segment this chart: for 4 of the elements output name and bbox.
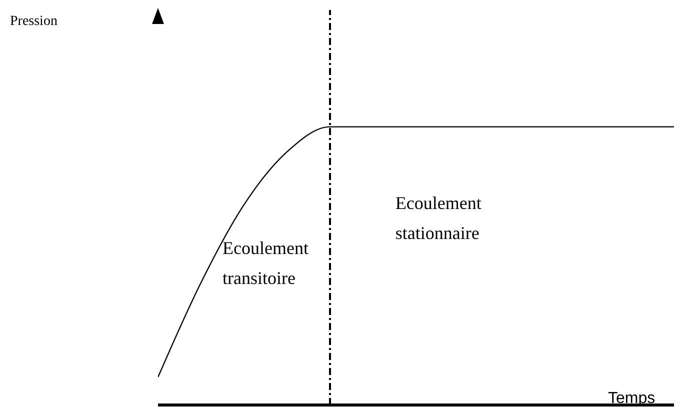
annotation: Ecoulement transitoire — [222, 237, 310, 290]
annotation: Ecoulement stationnaire — [395, 192, 482, 245]
x-axis-title: Temps — [608, 390, 656, 408]
text: Pression — [10, 14, 58, 30]
